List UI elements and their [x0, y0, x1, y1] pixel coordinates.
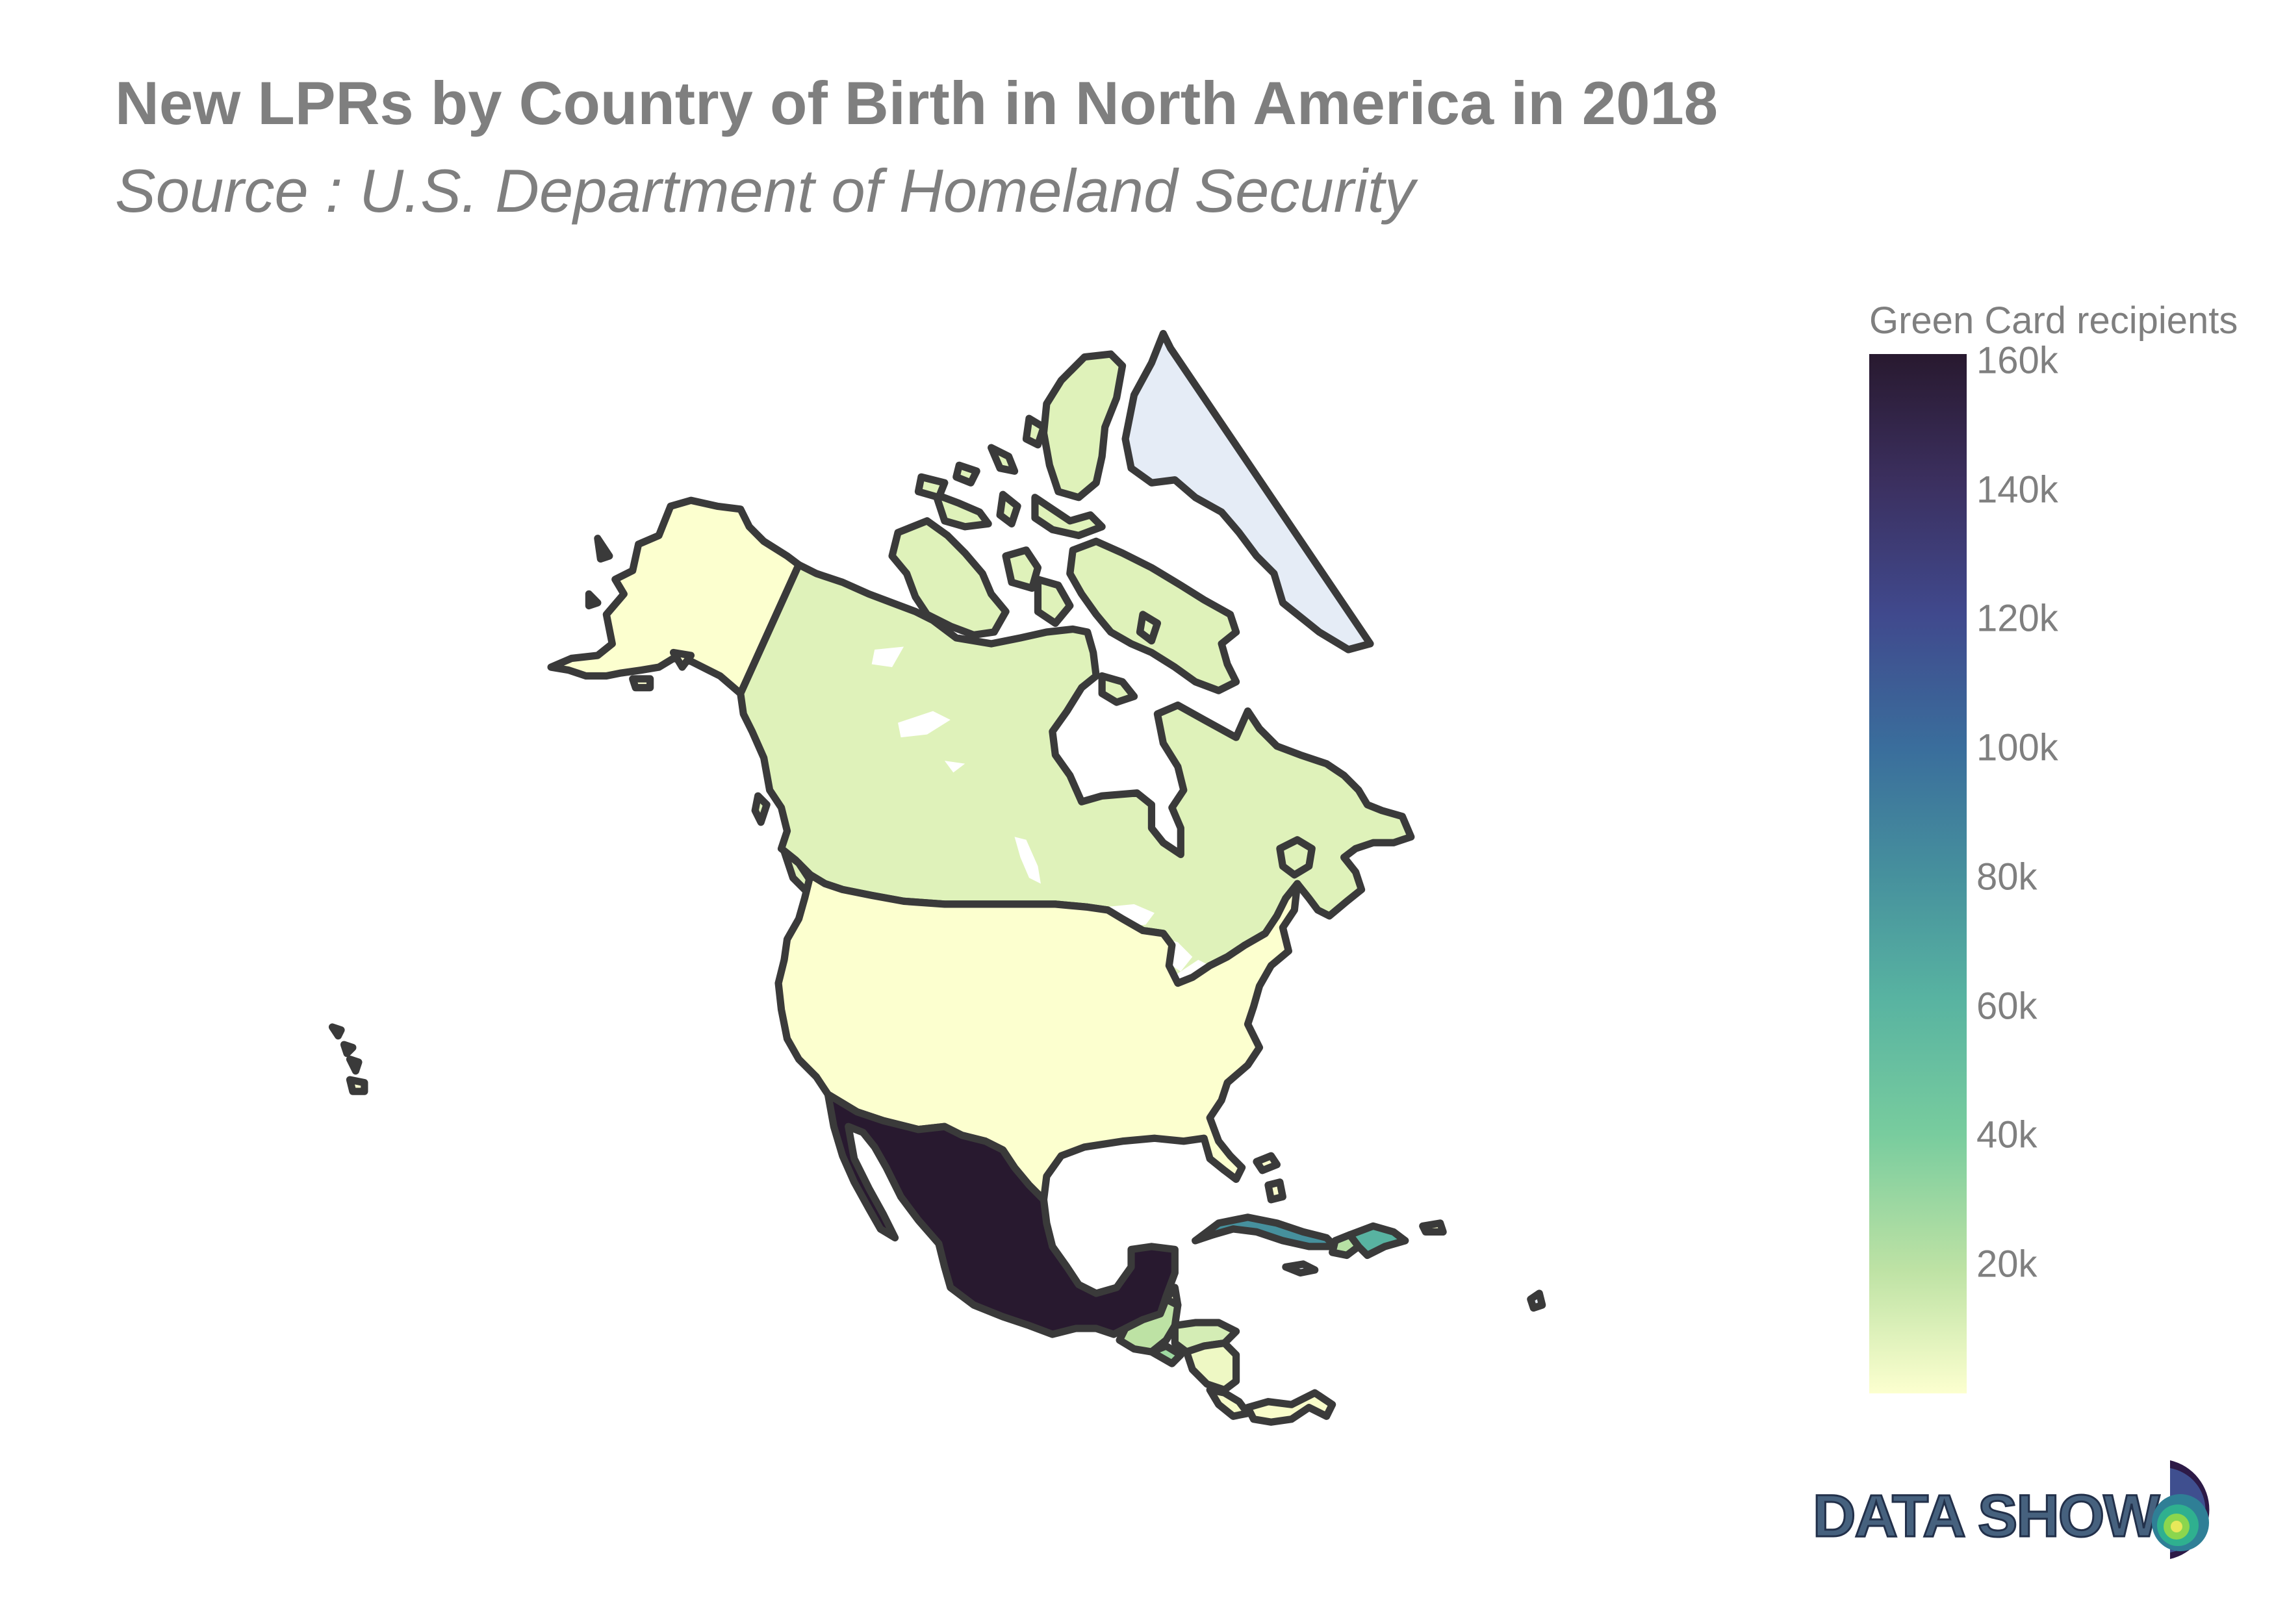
chart-subtitle: Source : U.S. Department of Homeland Sec… [115, 157, 1415, 225]
region-bahamas[interactable] [1264, 1178, 1286, 1204]
colorbar-tick-label: 140k [1976, 468, 2058, 511]
region-canada-island[interactable] [1034, 576, 1074, 628]
region-costa-rica[interactable] [1206, 1386, 1252, 1420]
region-canada-island[interactable] [1002, 546, 1042, 592]
region-puerto-rico[interactable] [1419, 1219, 1447, 1236]
region-canada-island[interactable] [996, 490, 1021, 527]
region-canada-island[interactable] [751, 792, 771, 826]
region-alaska-island[interactable] [594, 535, 613, 563]
region-lesser-antilles[interactable] [1527, 1289, 1546, 1312]
region-canada-ellesmere[interactable] [1040, 350, 1127, 501]
colorbar-tick-label: 120k [1976, 597, 2058, 640]
region-canada-island[interactable] [1136, 611, 1162, 645]
colorbar-tick-label: 60k [1976, 985, 2038, 1028]
logo-mark-icon [2152, 1460, 2210, 1559]
region-canada-island[interactable] [988, 444, 1019, 475]
region-canada-victoria[interactable] [888, 517, 1010, 639]
colorbar-tick-label: 80k [1976, 856, 2038, 898]
region-hawaii[interactable] [346, 1076, 368, 1095]
lake [871, 646, 904, 668]
region-bahamas[interactable] [1253, 1152, 1281, 1174]
region-belize[interactable] [1162, 1284, 1182, 1309]
region-hawaii[interactable] [328, 1023, 345, 1040]
region-canada-island[interactable] [1022, 414, 1048, 449]
region-alaska-island[interactable] [669, 648, 695, 671]
region-nicaragua[interactable] [1182, 1339, 1240, 1394]
region-canada-island[interactable] [952, 461, 980, 487]
region-hawaii[interactable] [340, 1041, 357, 1058]
region-canada-island[interactable] [914, 473, 949, 501]
region-mexico[interactable] [824, 1091, 1179, 1338]
region-el-salvador[interactable] [1147, 1342, 1184, 1367]
colorbar-title: Green Card recipients [1869, 299, 2238, 342]
colorbar-tick-label: 160k [1976, 339, 2058, 382]
region-canada-island[interactable] [1031, 494, 1106, 539]
region-alaska-island[interactable] [585, 590, 602, 610]
region-greenland[interactable] [1121, 329, 1374, 653]
region-hawaii[interactable] [346, 1056, 363, 1075]
lake [898, 711, 951, 738]
colorbar [1869, 354, 1967, 1393]
lake [1014, 837, 1041, 884]
region-canada-newfoundland[interactable] [1276, 836, 1316, 879]
chart-title: New LPRs by Country of Birth in North Am… [115, 69, 1718, 137]
colorbar-tick-label: 20k [1976, 1243, 2038, 1286]
region-alaska-island[interactable] [629, 675, 654, 692]
region-canada-southampton[interactable] [1098, 672, 1138, 706]
region-dominican-republic[interactable] [1346, 1222, 1409, 1260]
colorbar-tick-label: 100k [1976, 726, 2058, 769]
logo-text: DATA SHOW [1811, 1482, 2160, 1551]
colorbar-tick-label: 40k [1976, 1113, 2038, 1156]
lake [944, 761, 965, 773]
lake-erie [1171, 959, 1210, 983]
region-cuba[interactable] [1192, 1213, 1339, 1250]
region-jamaica[interactable] [1282, 1260, 1319, 1277]
region-canada-island[interactable] [932, 490, 992, 531]
region-canada-baffin[interactable] [1066, 537, 1240, 694]
region-panama[interactable] [1244, 1389, 1336, 1426]
